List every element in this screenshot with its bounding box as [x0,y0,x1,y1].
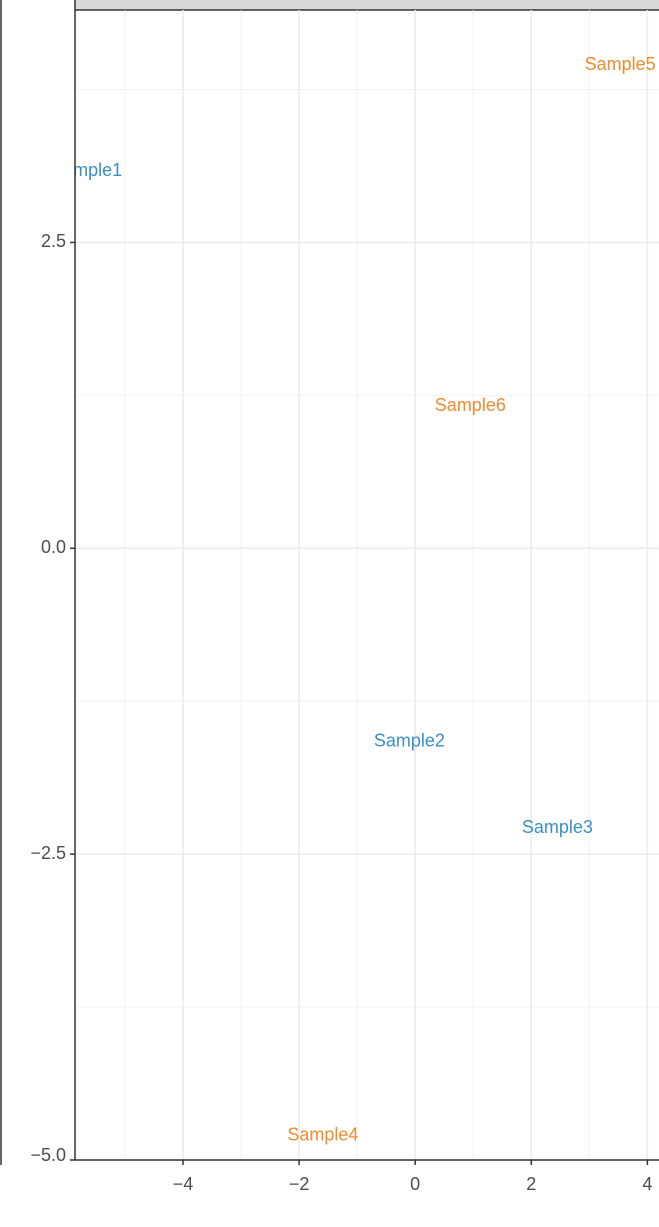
axes: −5.0 −2.5 0.0 2.5 −4 −2 0 2 4 [30,231,652,1194]
x-tick-label: 0 [410,1174,420,1194]
point-label: Sample2 [374,730,445,750]
point-label: Sample3 [522,817,593,837]
x-tick-label: 2 [526,1174,536,1194]
facet-strip [74,0,659,11]
x-tick-label: 4 [642,1174,652,1194]
y-tick-label: 0.0 [41,537,66,557]
point-label: Sample4 [287,1124,358,1144]
y-tick-label: 2.5 [41,231,66,251]
point-label: Sample5 [585,54,656,74]
point-label: Sample1 [51,160,122,180]
y-tick-label: −5.0 [30,1145,66,1165]
point-label: Sample6 [435,395,506,415]
x-tick-label: −4 [173,1174,194,1194]
x-tick-label: −2 [289,1174,310,1194]
y-tick-label: −2.5 [30,843,66,863]
labels: Sample1 Sample2 Sample3 Sample4 Sample5 Sampl… [51,54,656,1144]
